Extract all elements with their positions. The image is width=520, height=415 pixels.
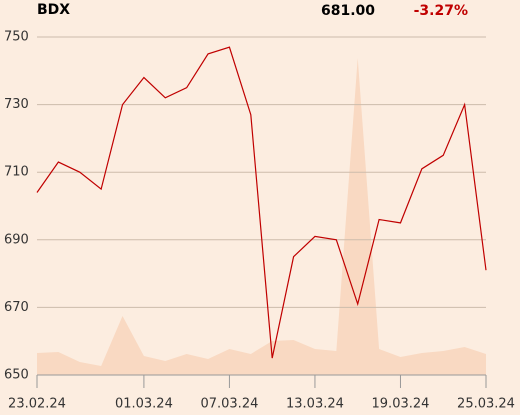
y-tick-label: 750 xyxy=(4,30,29,45)
x-tick-label: 25.03.24 xyxy=(457,397,515,412)
price: 681.00 xyxy=(321,3,375,19)
y-tick-label: 650 xyxy=(4,368,29,383)
change: -3.27% xyxy=(414,3,468,19)
y-tick-label: 670 xyxy=(4,300,29,315)
x-tick-label: 01.03.24 xyxy=(115,397,173,412)
volume-area xyxy=(37,58,486,375)
y-tick-label: 710 xyxy=(4,165,29,180)
y-tick-label: 730 xyxy=(4,97,29,112)
y-tick-label: 690 xyxy=(4,232,29,247)
price-line xyxy=(36,46,487,359)
chart-title: BDX xyxy=(37,2,70,18)
x-tick-label: 07.03.24 xyxy=(200,397,258,412)
x-tick-label: 13.03.24 xyxy=(286,397,344,412)
x-tick-label: 23.02.24 xyxy=(8,397,66,412)
x-tick-label: 19.03.24 xyxy=(372,397,430,412)
